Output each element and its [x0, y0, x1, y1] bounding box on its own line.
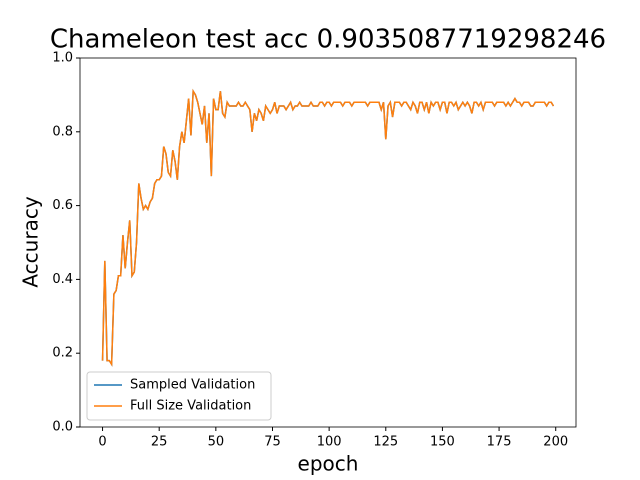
chart-title: Chameleon test acc 0.9035087719298246	[50, 25, 606, 55]
x-axis-label: epoch	[298, 452, 359, 476]
x-tick-label: 150	[430, 435, 455, 450]
x-tick-label: 75	[264, 435, 281, 450]
x-tick-label: 125	[373, 435, 398, 450]
legend-label: Full Size Validation	[130, 399, 251, 414]
line-series	[101, 88, 555, 367]
y-tick-label: 0.0	[52, 420, 73, 435]
x-tick-label: 200	[543, 435, 568, 450]
y-tick-label: 0.6	[52, 198, 73, 213]
y-tick-label: 1.0	[52, 51, 73, 66]
axes-frame	[79, 57, 577, 428]
y-tick-label: 0.4	[52, 272, 73, 287]
y-tick-label: 0.2	[52, 346, 73, 361]
x-tick-label: 100	[317, 435, 342, 450]
x-tick-label: 25	[151, 435, 168, 450]
legend-box	[86, 371, 272, 421]
x-tick-label: 0	[98, 435, 106, 450]
legend-label: Sampled Validation	[130, 378, 255, 393]
x-tick-label: 175	[487, 435, 512, 450]
line-series	[101, 88, 555, 367]
y-tick-label: 0.8	[52, 124, 73, 139]
y-axis-label: Accuracy	[19, 196, 43, 287]
x-tick-label: 50	[208, 435, 225, 450]
